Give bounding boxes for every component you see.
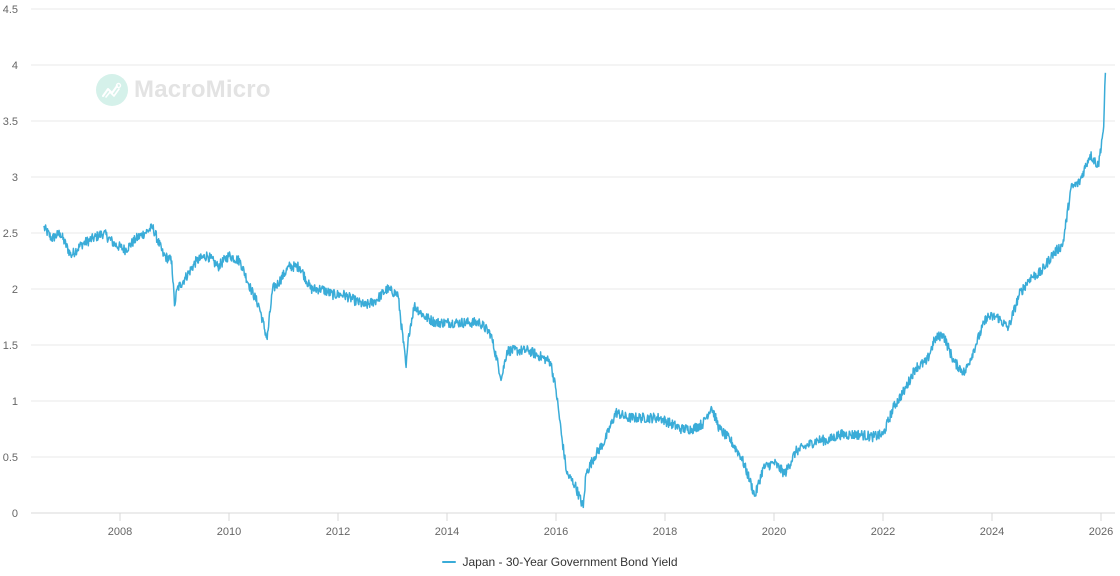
x-tick-label: 2014	[435, 526, 459, 538]
x-tick-label: 2026	[1089, 526, 1113, 538]
y-tick-label: 1	[12, 396, 18, 408]
macromicro-watermark: MacroMicro	[96, 74, 271, 106]
legend-label: Japan - 30-Year Government Bond Yield	[462, 555, 678, 569]
x-tick-label: 2012	[326, 526, 350, 538]
x-tick-label: 2008	[108, 526, 132, 538]
y-tick-label: 4	[12, 60, 18, 72]
y-tick-label: 2.5	[3, 228, 18, 240]
legend-item-japan-30y[interactable]: Japan - 30-Year Government Bond Yield	[442, 555, 678, 569]
y-tick-label: 4.5	[3, 4, 18, 16]
y-tick-label: 0.5	[3, 452, 18, 464]
macromicro-logo-icon	[96, 74, 128, 106]
x-axis: 2008 2010 2012 2014 2016 2018 2020 2022 2024 2026	[108, 513, 1113, 538]
y-tick-label: 2	[12, 284, 18, 296]
chart-legend: Japan - 30-Year Government Bond Yield	[0, 552, 1120, 569]
y-tick-label: 1.5	[3, 340, 18, 352]
watermark-text: MacroMicro	[134, 76, 271, 103]
yield-line[interactable]	[43, 72, 1107, 509]
x-tick-label: 2016	[544, 526, 568, 538]
x-tick-label: 2018	[653, 526, 677, 538]
x-tick-label: 2022	[871, 526, 895, 538]
y-tick-label: 3	[12, 172, 18, 184]
y-axis: 0 0.5 1 1.5 2 2.5 3 3.5 4 4.5	[3, 4, 18, 520]
legend-line-icon	[442, 561, 457, 563]
y-tick-label: 3.5	[3, 116, 18, 128]
x-tick-label: 2024	[980, 526, 1004, 538]
gridlines	[31, 8, 1115, 514]
y-tick-label: 0	[12, 508, 18, 520]
x-tick-label: 2010	[217, 526, 241, 538]
x-tick-label: 2020	[762, 526, 786, 538]
